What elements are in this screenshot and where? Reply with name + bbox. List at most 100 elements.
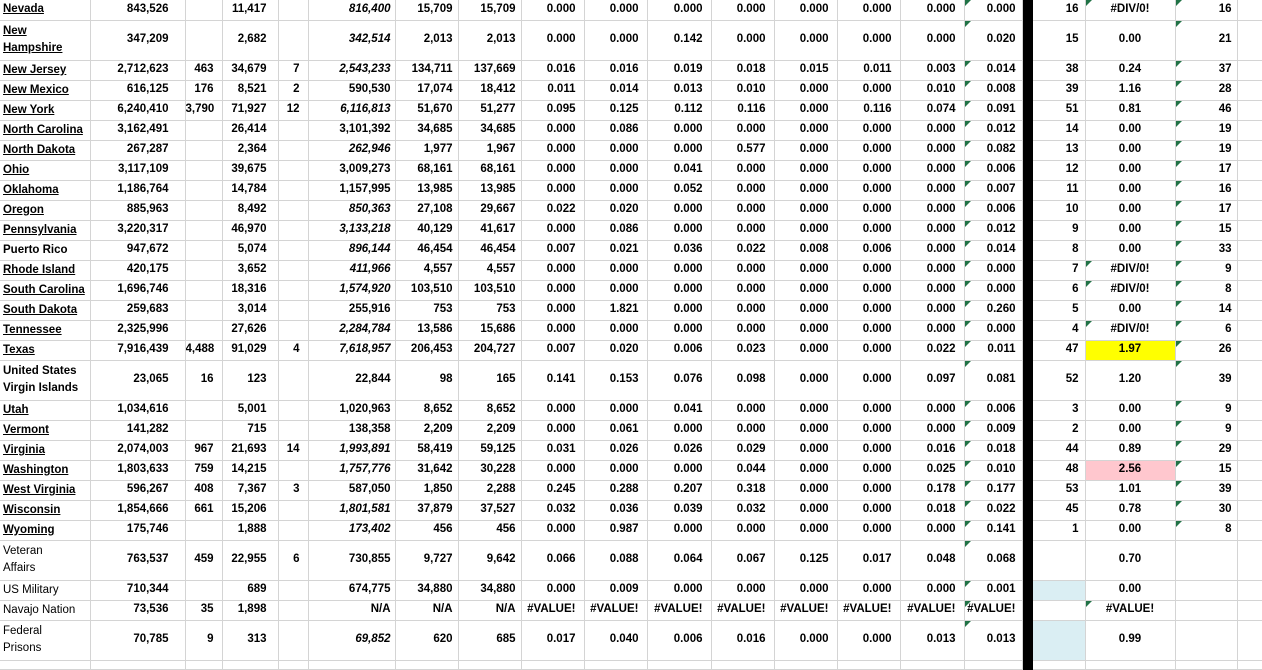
cell-rank[interactable]: 2 [1032,420,1086,441]
cell-empty[interactable] [1237,600,1262,621]
cell-decimal[interactable]: 0.031 [521,440,585,461]
cell-decimal[interactable]: 0.000 [647,140,712,161]
cell-count[interactable]: 39 [1175,360,1238,401]
cell-decimal[interactable]: 0.000 [900,300,965,321]
cell-col-c[interactable] [185,580,223,601]
cell-empty[interactable] [1237,220,1262,241]
cell-rank[interactable]: 6 [1032,280,1086,301]
cell-empty[interactable] [1237,280,1262,301]
cell-total[interactable]: 23,065 [90,360,186,401]
cell-decimal[interactable]: #VALUE! [964,600,1023,621]
cell-decimal[interactable]: 0.086 [584,220,648,241]
cell-decimal[interactable]: 0.001 [964,580,1023,601]
cell-col-d[interactable]: 123 [222,360,279,401]
cell-decimal[interactable]: 0.000 [584,20,648,61]
cell-empty[interactable] [1237,360,1262,401]
cell-rank[interactable]: 15 [1032,20,1086,61]
cell-col-f[interactable]: 411,966 [308,260,396,281]
cell-rank[interactable] [1032,620,1086,661]
cell-col-g[interactable]: 68,161 [395,160,459,181]
cell-total[interactable]: 259,683 [90,300,186,321]
cell-col-h[interactable]: 34,880 [458,580,522,601]
cell-decimal[interactable]: 0.000 [647,200,712,221]
cell-ratio[interactable]: #DIV/0! [1085,260,1176,281]
cell-empty[interactable] [1032,660,1086,670]
cell-decimal[interactable]: 0.000 [900,120,965,141]
cell-decimal[interactable]: 0.006 [964,200,1023,221]
cell-decimal[interactable]: 0.000 [837,320,901,341]
cell-state-name[interactable]: Pennsylvania [0,220,91,241]
cell-empty[interactable] [1237,460,1262,481]
cell-decimal[interactable]: 0.000 [521,420,585,441]
cell-decimal[interactable]: 0.009 [964,420,1023,441]
cell-decimal[interactable]: 0.153 [584,360,648,401]
cell-decimal[interactable]: 0.000 [647,120,712,141]
cell-col-c[interactable]: 176 [185,80,223,101]
cell-state-name[interactable]: Navajo Nation [0,600,91,621]
cell-decimal[interactable]: 0.000 [647,0,712,21]
cell-decimal[interactable]: 0.000 [900,420,965,441]
cell-col-f[interactable]: 69,852 [308,620,396,661]
cell-col-d[interactable]: 715 [222,420,279,441]
cell-state-name[interactable]: Ohio [0,160,91,181]
cell-decimal[interactable]: 0.000 [711,160,775,181]
cell-decimal[interactable]: 0.000 [521,220,585,241]
cell-total[interactable]: 596,267 [90,480,186,501]
cell-col-d[interactable]: 7,367 [222,480,279,501]
cell-decimal[interactable]: 0.000 [900,220,965,241]
cell-ratio[interactable]: 0.99 [1085,620,1176,661]
cell-decimal[interactable]: 0.000 [774,80,838,101]
cell-total[interactable]: 2,325,996 [90,320,186,341]
cell-col-e[interactable] [278,120,309,141]
cell-col-c[interactable] [185,220,223,241]
cell-col-g[interactable]: 2,013 [395,20,459,61]
cell-decimal[interactable]: 0.000 [837,420,901,441]
cell-total[interactable]: 175,746 [90,520,186,541]
cell-decimal[interactable]: 0.000 [774,280,838,301]
cell-rank[interactable]: 3 [1032,400,1086,421]
cell-state-name[interactable]: West Virginia [0,480,91,501]
cell-decimal[interactable]: 0.000 [837,440,901,461]
cell-decimal[interactable]: 0.000 [521,580,585,601]
cell-rank[interactable]: 12 [1032,160,1086,181]
cell-decimal[interactable]: 0.000 [774,460,838,481]
cell-rank[interactable]: 7 [1032,260,1086,281]
cell-decimal[interactable]: 0.288 [584,480,648,501]
cell-col-e[interactable]: 2 [278,80,309,101]
cell-col-e[interactable] [278,260,309,281]
cell-col-f[interactable]: 262,946 [308,140,396,161]
cell-state-name[interactable]: South Dakota [0,300,91,321]
cell-col-d[interactable]: 26,414 [222,120,279,141]
cell-decimal[interactable]: 0.097 [900,360,965,401]
cell-col-h[interactable]: 68,161 [458,160,522,181]
cell-rank[interactable]: 1 [1032,520,1086,541]
cell-ratio[interactable]: 1.20 [1085,360,1176,401]
cell-col-g[interactable]: 46,454 [395,240,459,261]
cell-col-c[interactable]: 9 [185,620,223,661]
cell-total[interactable]: 947,672 [90,240,186,261]
cell-col-f[interactable]: 255,916 [308,300,396,321]
cell-col-h[interactable]: 2,288 [458,480,522,501]
cell-decimal[interactable]: 0.000 [647,300,712,321]
cell-decimal[interactable]: 0.577 [711,140,775,161]
cell-decimal[interactable]: 0.000 [774,120,838,141]
cell-col-e[interactable]: 12 [278,100,309,121]
cell-col-f[interactable]: 6,116,813 [308,100,396,121]
cell-decimal[interactable]: 0.015 [774,60,838,81]
cell-decimal[interactable]: 0.000 [837,300,901,321]
cell-col-g[interactable]: N/A [395,600,459,621]
cell-decimal[interactable]: 0.040 [584,620,648,661]
cell-col-g[interactable]: 51,670 [395,100,459,121]
cell-empty[interactable] [1237,260,1262,281]
cell-decimal[interactable]: 0.000 [584,320,648,341]
cell-decimal[interactable]: 0.000 [774,220,838,241]
cell-decimal[interactable]: 0.000 [774,200,838,221]
cell-decimal[interactable]: 0.000 [521,140,585,161]
cell-decimal[interactable]: 0.003 [900,60,965,81]
cell-col-d[interactable]: 5,001 [222,400,279,421]
cell-rank[interactable] [1032,580,1086,601]
cell-decimal[interactable]: 0.000 [647,220,712,241]
cell-state-name[interactable]: New Mexico [0,80,91,101]
cell-empty[interactable] [1237,340,1262,361]
cell-empty[interactable] [1237,240,1262,261]
